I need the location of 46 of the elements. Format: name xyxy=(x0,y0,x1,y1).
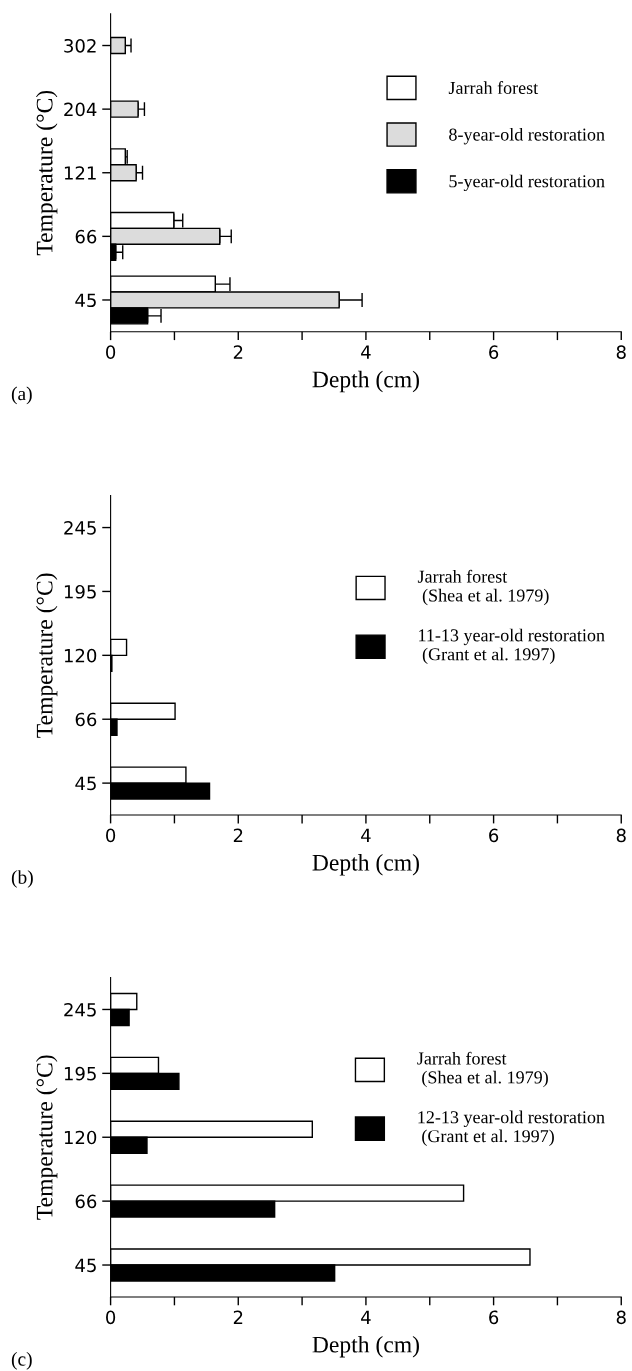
legend-label: Jarrah forest (Shea et al. 1979) xyxy=(417,1051,548,1088)
legend-label: Jarrah forest xyxy=(448,81,539,94)
legend-label: 11-13 year-old restoration (Grant et al. 1997) xyxy=(419,628,605,665)
x-tick-label: 4 xyxy=(361,1310,371,1324)
legend-label: 8-year-old restoration xyxy=(449,127,605,145)
x-axis-title: Depth (cm) xyxy=(312,854,419,876)
y-axis-title: Temperature (°C) xyxy=(35,573,58,738)
y-tick-label: 66 xyxy=(75,712,97,727)
y-tick-label: 245 xyxy=(64,1002,96,1017)
x-tick-label: 4 xyxy=(361,345,371,359)
legend-label: 12-13 year-old restoration (Grant et al. 1997) xyxy=(418,1110,605,1146)
y-tick-label: 195 xyxy=(64,584,96,599)
y-tick-label: 45 xyxy=(75,293,96,308)
y-tick-label: 66 xyxy=(75,229,97,244)
x-tick-label: 6 xyxy=(489,1310,499,1325)
text: (a) xyxy=(11,386,32,405)
y-tick-label: 204 xyxy=(64,102,97,117)
x-tick-label: 2 xyxy=(233,1310,243,1324)
x-tick-label: 6 xyxy=(489,828,499,843)
y-tick-label: 45 xyxy=(75,776,96,791)
y-tick-label: 120 xyxy=(64,648,97,663)
x-axis-title: Depth (cm) xyxy=(312,370,419,393)
x-tick-label: 0 xyxy=(106,828,116,843)
text: (c) xyxy=(11,1352,32,1370)
x-axis-title: Depth (cm) xyxy=(312,1335,419,1358)
y-axis-title: Temperature (°C) xyxy=(35,90,58,256)
x-tick-label: 6 xyxy=(489,345,499,359)
x-tick-label: 8 xyxy=(616,828,626,843)
y-tick-label: 121 xyxy=(64,166,96,180)
y-tick-label: 195 xyxy=(64,1066,96,1081)
x-tick-label: 2 xyxy=(233,828,243,842)
x-tick-label: 8 xyxy=(616,1310,626,1325)
y-tick-label: 45 xyxy=(75,1258,96,1273)
y-tick-label: 120 xyxy=(64,1130,97,1145)
y-tick-label: 302 xyxy=(64,38,96,53)
y-tick-label: 66 xyxy=(75,1194,97,1209)
x-tick-label: 0 xyxy=(106,345,116,359)
y-axis-title: Temperature (°C) xyxy=(35,1055,58,1220)
text: (b) xyxy=(11,870,33,888)
x-tick-label: 4 xyxy=(361,828,371,842)
x-tick-label: 8 xyxy=(616,345,626,359)
x-tick-label: 2 xyxy=(233,345,243,359)
x-tick-label: 0 xyxy=(106,1310,116,1325)
legend-label: 5-year-old restoration xyxy=(449,174,605,192)
legend-label: Jarrah forest (Shea et al. 1979) xyxy=(417,569,549,606)
y-tick-label: 245 xyxy=(64,521,96,535)
